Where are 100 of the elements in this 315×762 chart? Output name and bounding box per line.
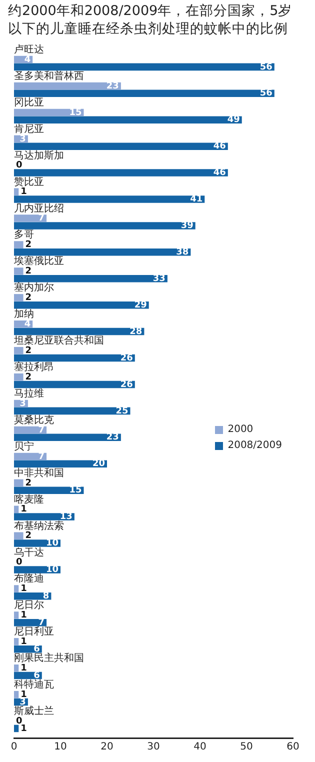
- data-label: 7: [38, 425, 45, 436]
- bar: [14, 373, 24, 381]
- bar: [14, 460, 107, 468]
- bar: [14, 479, 24, 487]
- data-label: 26: [120, 380, 133, 390]
- y-tick-label: 中非共和国: [14, 466, 64, 479]
- chart-title: 约2000年和2008/2009年，在部分国家，5岁以下的儿童睡在经杀虫剂处理的蚊帐中的比例: [7, 2, 294, 38]
- bar: [14, 380, 135, 388]
- x-tick-label: 30: [147, 742, 160, 753]
- bar: [14, 268, 24, 275]
- y-tick-label: 坦桑尼亚联合共和国: [13, 334, 104, 347]
- bar: [14, 532, 24, 540]
- y-tick-label: 多哥: [14, 228, 34, 241]
- data-label: 6: [34, 670, 40, 681]
- bar: [14, 690, 19, 698]
- y-tick-label: 尼日利亚: [14, 626, 54, 638]
- bar: [14, 354, 135, 362]
- bar: [14, 169, 228, 176]
- y-tick-label: 喀麦隆: [14, 493, 44, 506]
- x-tick-label: 0: [10, 742, 18, 753]
- bar: [14, 638, 19, 646]
- bar: [14, 241, 24, 248]
- bar: [14, 294, 24, 302]
- data-label: 0: [16, 716, 22, 726]
- y-tick-label: 赞比亚: [14, 176, 44, 188]
- data-label: 15: [69, 108, 82, 118]
- data-label: 1: [20, 724, 27, 734]
- bar: [14, 142, 228, 150]
- bar: [14, 664, 19, 672]
- data-label: 3: [20, 697, 26, 708]
- y-tick-label: 马拉维: [14, 387, 44, 400]
- bar: [14, 116, 242, 124]
- bar: [14, 328, 144, 336]
- bar: [14, 248, 191, 256]
- legend-label: 2000: [228, 424, 254, 436]
- y-tick-label: 莫桑比克: [14, 414, 54, 426]
- y-tick-label: 卢旺达: [14, 43, 44, 56]
- bar: [14, 506, 19, 514]
- bar: [14, 346, 24, 354]
- bar: [14, 63, 274, 71]
- data-label: 2: [25, 531, 32, 542]
- bar: [14, 592, 52, 600]
- data-label: 2: [25, 372, 32, 382]
- y-tick-label: 贝宁: [14, 440, 34, 452]
- data-label: 1: [20, 637, 27, 648]
- legend-label: 2008/2009: [228, 440, 282, 452]
- data-label: 1: [20, 610, 27, 621]
- data-label: 0: [16, 558, 22, 568]
- x-tick-label: 60: [286, 742, 300, 753]
- data-label: 28: [130, 326, 142, 337]
- data-label: 23: [106, 81, 119, 92]
- bar: [14, 222, 196, 230]
- y-tick-label: 肯尼亚: [14, 122, 44, 135]
- data-label: 1: [20, 663, 27, 674]
- data-label: 2: [25, 266, 32, 277]
- y-tick-label: 尼日尔: [14, 599, 44, 612]
- y-tick-label: 布基纳法索: [14, 520, 64, 532]
- bar: [14, 82, 121, 90]
- y-tick-label: 几内亚比绍: [14, 202, 64, 214]
- data-label: 2: [25, 346, 32, 356]
- data-label: 1: [20, 584, 27, 594]
- x-tick-label: 10: [54, 742, 67, 753]
- x-tick-label: 20: [100, 742, 114, 753]
- y-tick-label: 圣多美和普林西: [14, 70, 84, 82]
- y-tick-label: 加纳: [14, 308, 34, 320]
- bar: [14, 486, 84, 494]
- y-tick-label: 斯威士兰: [14, 705, 54, 718]
- data-label: 2: [25, 478, 32, 488]
- bar: [14, 513, 74, 520]
- x-tick-label: 40: [194, 742, 206, 753]
- bar: [14, 407, 130, 415]
- data-label: 3: [20, 398, 26, 409]
- y-tick-label: 刚果民主共和国: [14, 652, 84, 664]
- data-label: 4: [24, 54, 31, 65]
- x-tick-label: 50: [240, 742, 253, 753]
- data-label: 1: [20, 187, 27, 198]
- data-label: 56: [260, 62, 272, 72]
- data-label: 0: [16, 160, 22, 171]
- data-label: 1: [20, 504, 27, 515]
- bar: [14, 585, 19, 592]
- data-label: 26: [120, 353, 133, 364]
- y-tick-label: 科特迪瓦: [14, 678, 54, 691]
- data-label: 7: [38, 452, 45, 462]
- bar: [14, 612, 19, 619]
- data-label: 25: [116, 406, 128, 416]
- bar: [14, 214, 47, 222]
- y-tick-label: 塞内加尔: [14, 282, 54, 294]
- y-tick-label: 塞拉利昂: [14, 361, 54, 374]
- data-label: 2: [25, 240, 32, 250]
- bar: [14, 188, 19, 196]
- y-tick-label: 布隆迪: [14, 572, 44, 585]
- bar: [14, 301, 149, 309]
- bar: [14, 724, 19, 732]
- data-label: 2: [25, 293, 32, 304]
- bar: [14, 90, 274, 98]
- bar: [14, 274, 168, 282]
- bar: [14, 540, 60, 547]
- y-tick-label: 埃塞俄比亚: [13, 255, 64, 268]
- bar: [14, 618, 47, 626]
- y-tick-label: 乌干达: [14, 546, 44, 558]
